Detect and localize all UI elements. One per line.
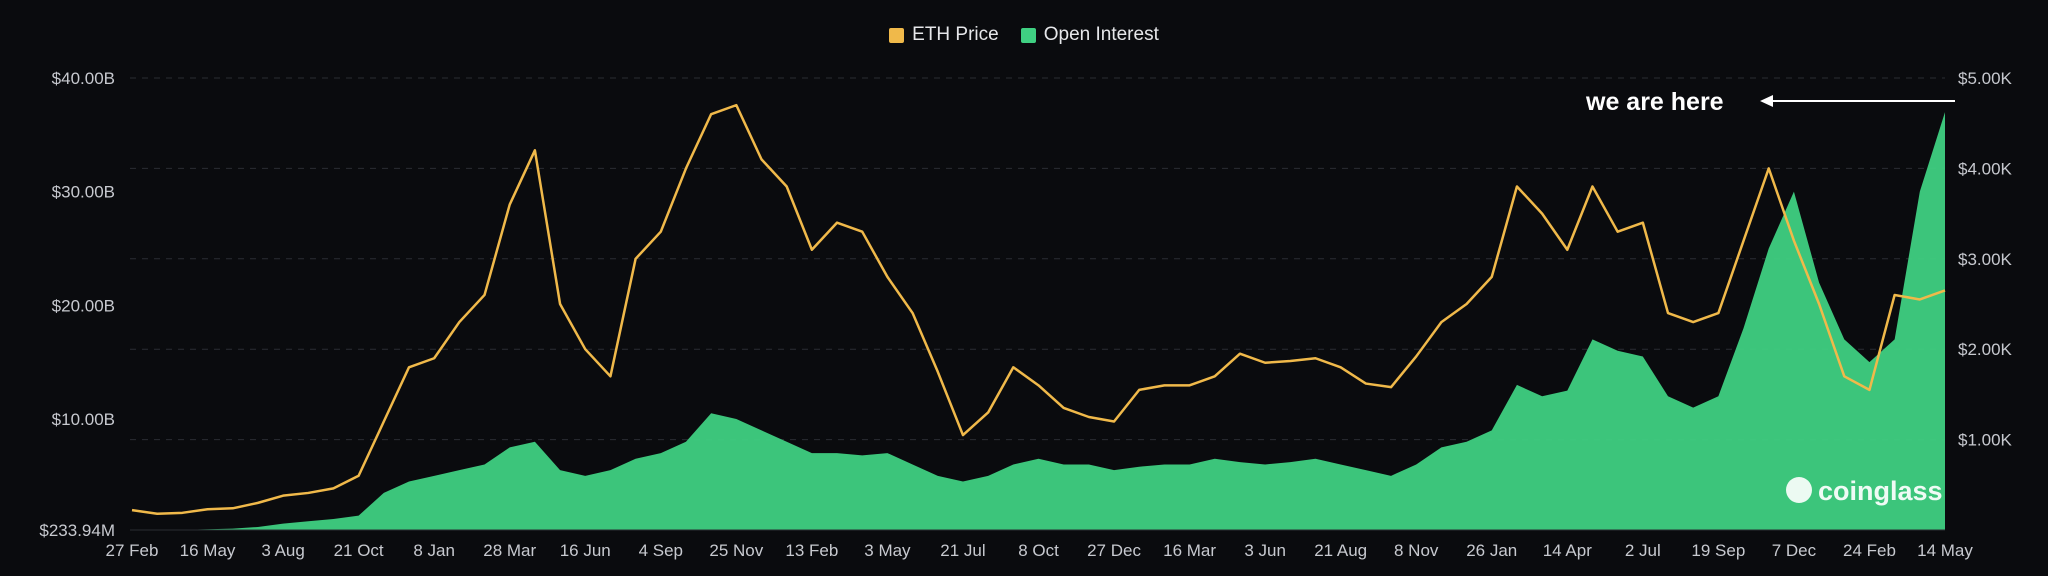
x-tick-label: 21 Jul: [940, 541, 985, 560]
left-tick-label: $40.00B: [52, 69, 115, 88]
x-tick-label: 28 Mar: [483, 541, 536, 560]
x-tick-label: 14 Apr: [1543, 541, 1592, 560]
x-tick-label: 3 May: [864, 541, 911, 560]
x-tick-label: 27 Feb: [106, 541, 159, 560]
x-tick-label: 13 Feb: [785, 541, 838, 560]
legend-swatch-eth-price: [889, 27, 905, 43]
left-tick-label: $10.00B: [52, 410, 115, 429]
series-eth-price-line: [131, 103, 1946, 515]
coinglass-logo-icon: [1786, 477, 1812, 503]
x-tick-label: 21 Aug: [1314, 541, 1367, 560]
watermark-text: coinglass: [1818, 476, 1943, 506]
x-tick-label: 3 Jun: [1244, 541, 1286, 560]
series-open-interest-area: [132, 112, 1945, 531]
x-tick-label: 21 Oct: [334, 541, 384, 560]
legend: ETH Price Open Interest: [0, 24, 2048, 46]
x-tick-label: 3 Aug: [261, 541, 305, 560]
annotation-label: we are here: [1585, 88, 1724, 116]
annotation-arrow-head: [1760, 95, 1773, 107]
x-tick-label: 24 Feb: [1843, 541, 1896, 560]
x-tick-label: 4 Sep: [639, 541, 683, 560]
left-tick-label: $30.00B: [52, 183, 115, 202]
left-tick-label: $233.94M: [39, 521, 115, 540]
x-tick-label: 25 Nov: [709, 541, 763, 560]
legend-swatch-open-interest: [1020, 27, 1036, 43]
x-tick-label: 8 Nov: [1394, 541, 1439, 560]
x-tick-label: 2 Jul: [1625, 541, 1661, 560]
x-tick-label: 19 Sep: [1691, 541, 1745, 560]
x-tick-label: 14 May: [1917, 541, 1973, 560]
right-tick-label: $2.00K: [1958, 340, 2013, 359]
x-tick-label: 26 Jan: [1466, 541, 1517, 560]
x-tick-label: 16 Mar: [1163, 541, 1216, 560]
right-tick-label: $3.00K: [1958, 250, 2013, 269]
x-tick-label: 7 Dec: [1772, 541, 1817, 560]
x-tick-label: 8 Jan: [413, 541, 455, 560]
legend-item-eth-price[interactable]: ETH Price: [889, 24, 999, 46]
legend-label-open-interest: Open Interest: [1043, 24, 1159, 45]
legend-label-eth-price: ETH Price: [912, 24, 999, 45]
left-tick-label: $20.00B: [52, 296, 115, 315]
legend-item-open-interest[interactable]: Open Interest: [1020, 24, 1159, 46]
x-tick-label: 16 Jun: [560, 541, 611, 560]
right-tick-label: $1.00K: [1958, 431, 2013, 450]
x-tick-label: 27 Dec: [1087, 541, 1141, 560]
x-tick-label: 8 Oct: [1018, 541, 1059, 560]
right-tick-label: $5.00K: [1958, 69, 2013, 88]
right-tick-label: $4.00K: [1958, 159, 2013, 178]
x-tick-label: 16 May: [180, 541, 236, 560]
